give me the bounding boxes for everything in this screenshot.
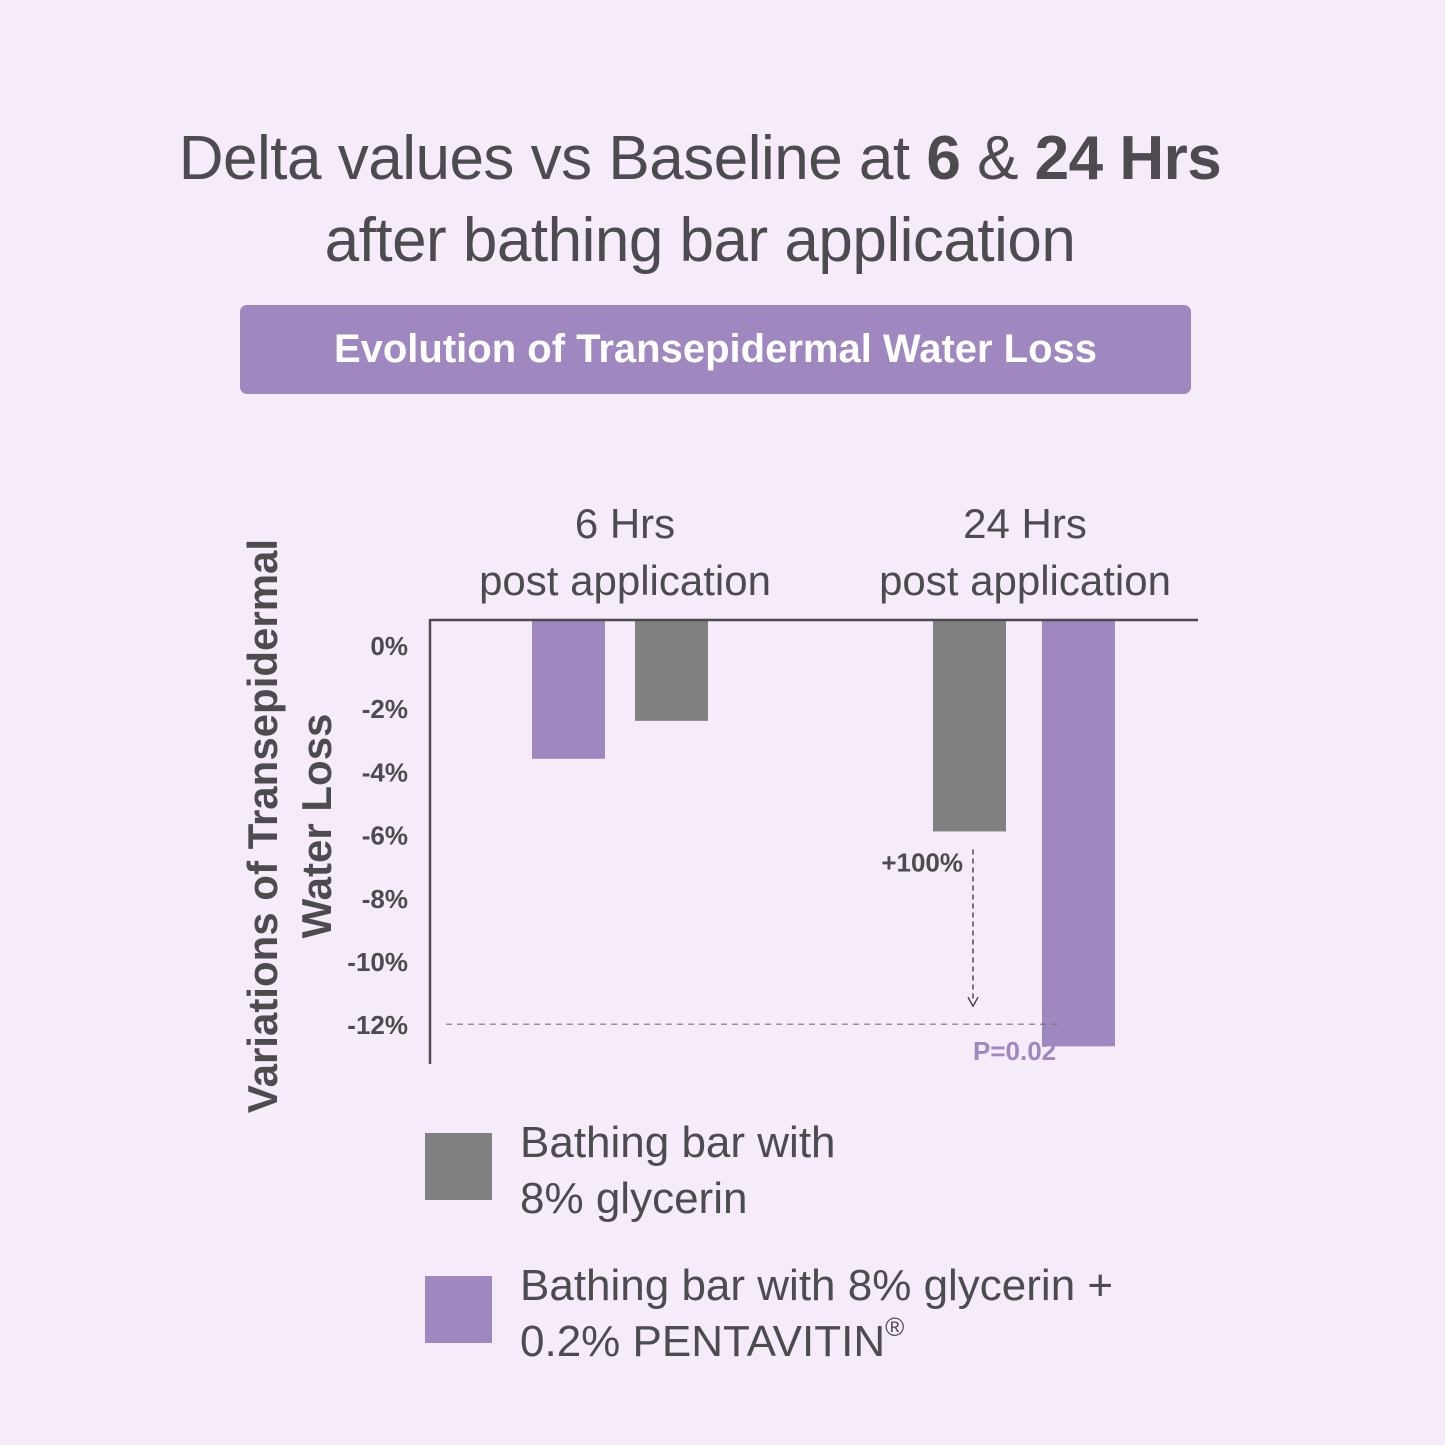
y-tick-label: 0% [370, 631, 408, 661]
bar-pentavitin-24h [1042, 620, 1115, 1047]
y-tick-label: -10% [347, 947, 408, 977]
y-tick-label: -6% [362, 821, 408, 851]
y-tick-label: -2% [362, 694, 408, 724]
title-text-part-1: Delta values vs Baseline at [178, 124, 927, 193]
y-tick-label: -12% [347, 1010, 408, 1040]
x-category-sublabel: post application [879, 557, 1171, 604]
legend-label-glycerin-line-2: 8% glycerin [520, 1174, 748, 1223]
x-category-label: 24 Hrs [963, 500, 1087, 547]
y-tick-label: -4% [362, 757, 408, 787]
title-line-2: after bathing bar application [324, 206, 1076, 275]
x-category-sublabel: post application [479, 557, 771, 604]
legend-label-pentavitin-line-1: Bathing bar with 8% glycerin + [520, 1261, 1114, 1310]
bar-glycerin-24h [933, 620, 1006, 832]
bar-glycerin-6h [635, 620, 708, 721]
chart-title: Delta values vs Baseline at 6 & 24 Hrs a… [0, 118, 1400, 282]
legend-swatch-glycerin [425, 1133, 492, 1200]
legend-swatch-pentavitin [425, 1276, 492, 1343]
title-bold-6: 6 [926, 124, 961, 193]
legend-item-glycerin: Bathing bar with 8% glycerin [425, 1118, 836, 1227]
legend-label-glycerin: Bathing bar with 8% glycerin [520, 1115, 836, 1227]
bar-pentavitin-6h [532, 620, 605, 759]
p-value-annotation: P=0.02 [973, 1036, 1056, 1066]
increase-annotation: +100% [881, 847, 963, 877]
legend-label-pentavitin-line-2-text: 0.2% PENTAVITIN [520, 1317, 886, 1366]
legend-label-glycerin-line-1: Bathing bar with [520, 1118, 836, 1167]
legend-item-pentavitin: Bathing bar with 8% glycerin + 0.2% PENT… [425, 1261, 1113, 1370]
subtitle-text: Evolution of Transepidermal Water Loss [333, 327, 1098, 371]
legend-label-pentavitin: Bathing bar with 8% glycerin + 0.2% PENT… [520, 1258, 1113, 1370]
registered-mark: ® [885, 1312, 905, 1342]
title-text-part-2: & [960, 124, 1035, 193]
increase-arrow-head [967, 996, 979, 1008]
y-tick-label: -8% [362, 884, 408, 914]
legend-label-pentavitin-line-2: 0.2% PENTAVITIN® [520, 1314, 1113, 1370]
title-line-1: Delta values vs Baseline at 6 & 24 Hrs [0, 118, 1400, 200]
subtitle-banner: Evolution of Transepidermal Water Loss [240, 305, 1191, 394]
title-bold-24hrs: 24 Hrs [1034, 124, 1222, 193]
x-category-label: 6 Hrs [575, 500, 675, 547]
